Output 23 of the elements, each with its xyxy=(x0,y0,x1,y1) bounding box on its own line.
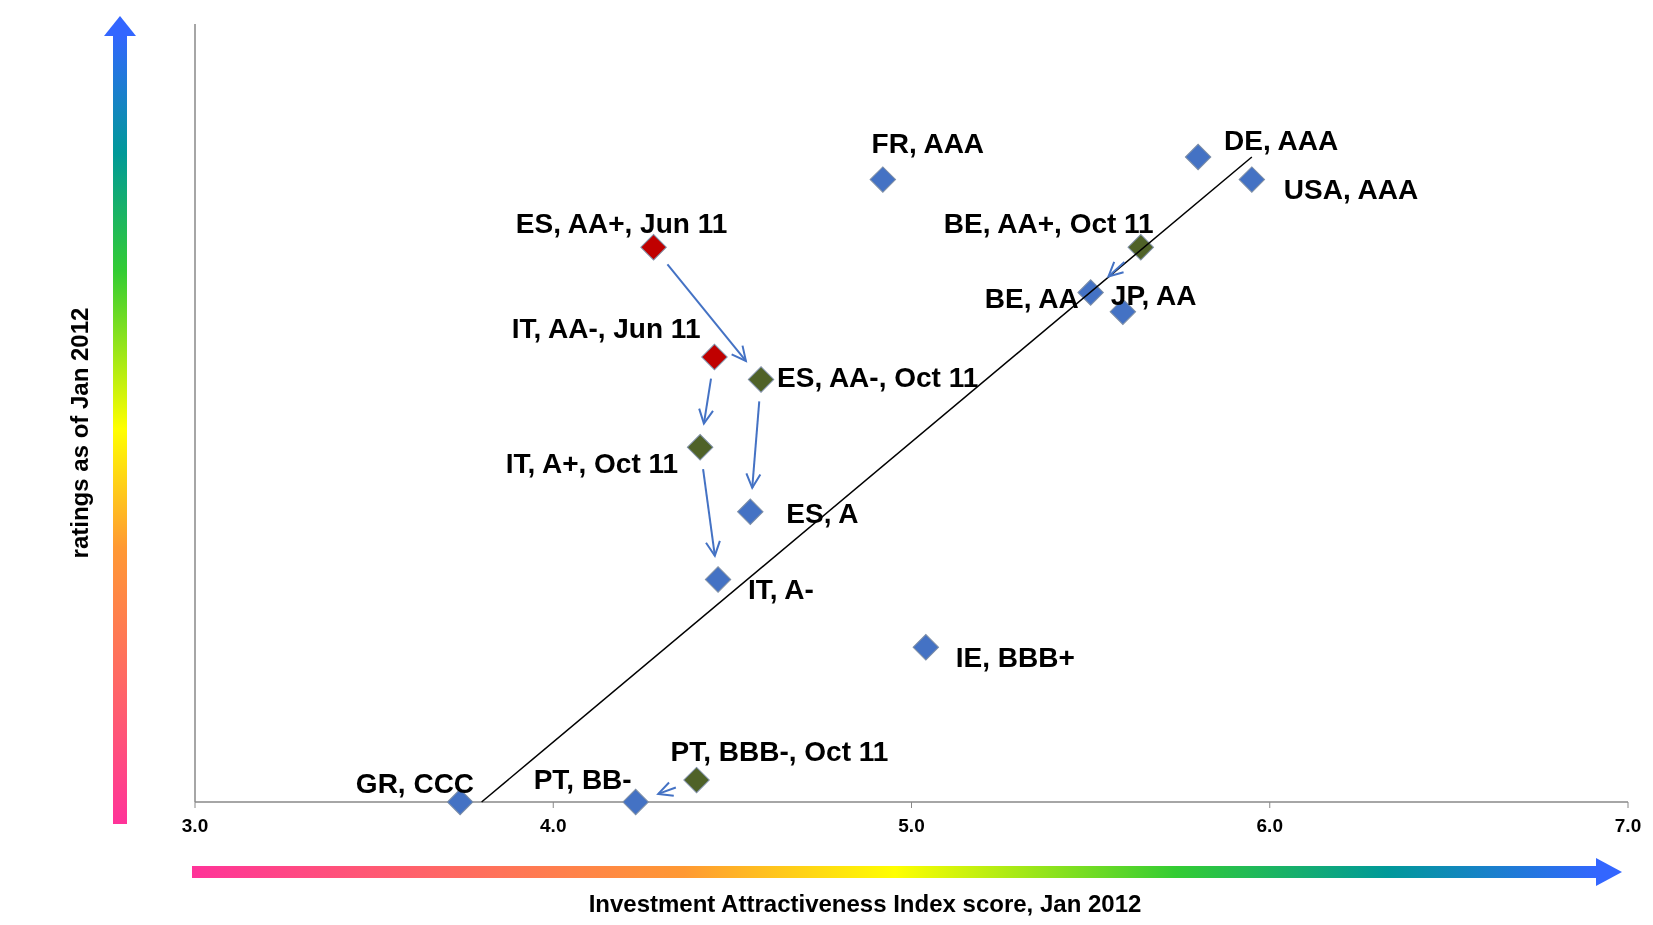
annotation: ES, A xyxy=(786,498,859,530)
annotation: IE, BBB+ xyxy=(955,641,1075,673)
x-tick-label: 3.0 xyxy=(181,815,209,836)
annotation: IT, A+, Oct 11 xyxy=(505,447,679,479)
annotation: IT, AA-, Jun 11 xyxy=(511,313,701,345)
annotation: FR, AAA xyxy=(871,127,985,159)
annotation: BE, AA xyxy=(984,282,1079,314)
x-tick-label: 7.0 xyxy=(1614,815,1642,836)
annotation: BE, AA+, Oct 11 xyxy=(943,207,1154,239)
annotation: PT, BBB-, Oct 11 xyxy=(670,736,889,768)
annotation: USA, AAA xyxy=(1283,173,1419,205)
annotation: GR, CCC xyxy=(355,768,475,800)
annotation: IT, A- xyxy=(748,573,814,605)
x-tick-label: 6.0 xyxy=(1256,815,1283,836)
annotation: ES, AA-, Oct 11 xyxy=(777,361,979,393)
annotation: DE, AAA xyxy=(1224,125,1339,157)
annotation: JP, AA xyxy=(1110,280,1197,312)
x-tick-label: 4.0 xyxy=(540,815,567,836)
annotation: ES, AA+, Jun 11 xyxy=(515,207,728,239)
x-tick-label: 5.0 xyxy=(898,815,925,836)
annotation: PT, BB- xyxy=(533,764,632,796)
y-axis-title: ratings as of Jan 2012 xyxy=(66,307,93,559)
x-axis-title: Investment Attractiveness Index score, Jan 2012 xyxy=(588,890,1142,917)
